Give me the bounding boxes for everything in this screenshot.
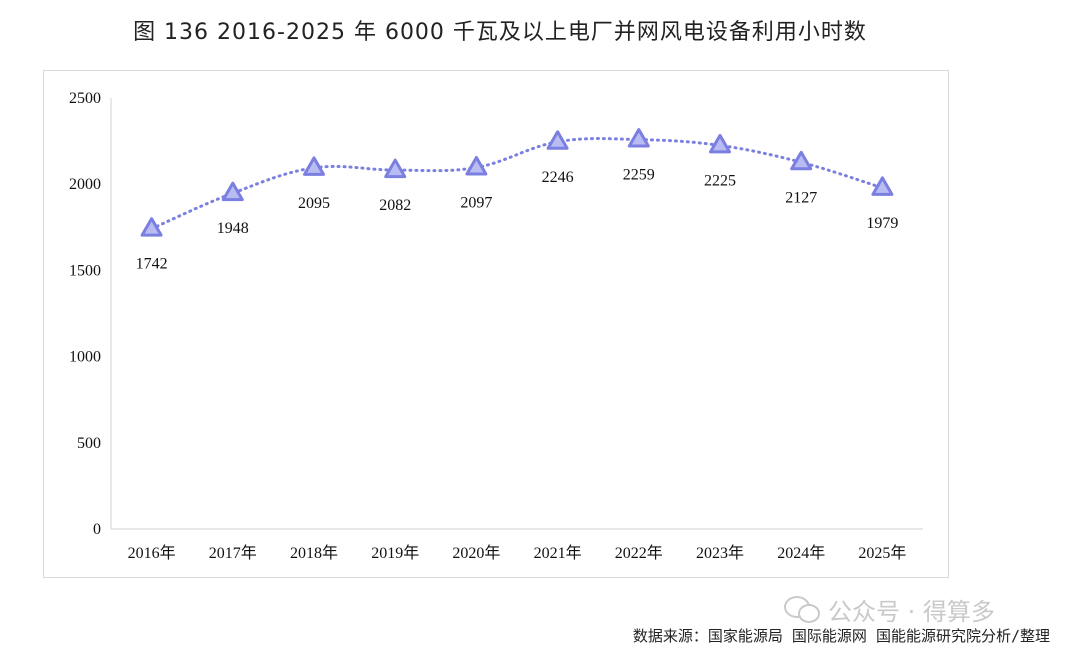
x-tick-label: 2022年 [615, 544, 663, 562]
chart-title: 图 136 2016-2025 年 6000 千瓦及以上电厂并网风电设备利用小时… [133, 20, 867, 45]
data-point-marker [140, 217, 163, 237]
y-tick-label: 1000 [69, 349, 101, 366]
y-tick-label: 2500 [69, 90, 101, 107]
x-tick-label: 2020年 [452, 544, 500, 562]
data-label: 2246 [542, 169, 574, 186]
y-tick-label: 1500 [69, 262, 101, 279]
y-tick-label: 500 [77, 435, 101, 452]
x-tick-label: 2017年 [209, 544, 257, 562]
data-source: 数据来源：国家能源局 国际能源网 国能能源研究院分析/整理 [632, 627, 1050, 645]
data-point-marker [627, 128, 650, 148]
data-label: 2097 [460, 194, 492, 211]
data-point-marker [709, 133, 731, 154]
data-point-marker [221, 181, 244, 202]
data-label: 2127 [785, 189, 817, 206]
x-tick-label: 2021年 [534, 544, 582, 562]
y-tick-label: 0 [93, 521, 101, 538]
chart-area: 0 500 1000 1500 2000 2500 2016年 2017年 2018年 2019年… [43, 70, 949, 578]
x-tick-label: 2019年 [371, 544, 419, 562]
series-line [150, 137, 884, 231]
watermark: 公众号 · 得算多 [784, 592, 995, 626]
watermark-text: 公众号 · 得算多 [828, 597, 995, 626]
x-tick-label: 2023年 [696, 544, 744, 562]
data-label: 2082 [379, 197, 411, 214]
data-label: 1742 [136, 256, 168, 273]
data-point-marker [465, 155, 488, 176]
data-label: 2095 [298, 195, 330, 212]
data-point-marker [871, 176, 894, 196]
x-tick-label: 2025年 [858, 544, 906, 562]
data-point-marker [546, 130, 569, 150]
data-label: 1948 [217, 220, 249, 237]
x-tick-label: 2018年 [290, 544, 338, 562]
wechat-icon [784, 594, 820, 624]
y-tick-label: 2000 [69, 176, 101, 193]
data-label: 2259 [623, 167, 655, 184]
data-point-marker [790, 150, 813, 171]
data-point-marker [384, 158, 407, 179]
x-tick-label: 2024年 [777, 544, 825, 562]
x-tick-label: 2016年 [128, 544, 176, 562]
data-label: 2225 [704, 172, 736, 189]
line-chart: 0 500 1000 1500 2000 2500 2016年 2017年 2018年 2019年… [69, 90, 923, 562]
data-label: 1979 [866, 215, 898, 232]
data-point-marker [303, 156, 325, 176]
